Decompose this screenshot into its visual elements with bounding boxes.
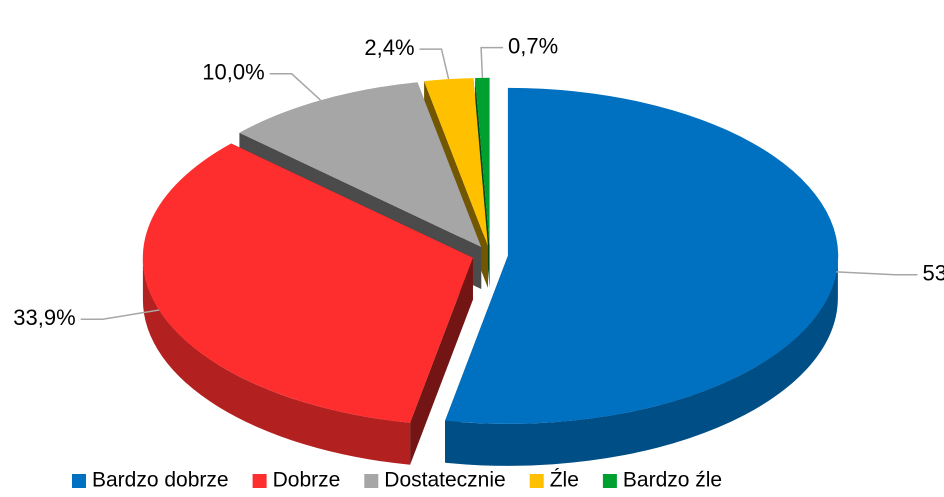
legend-label: Bardzo dobrze <box>92 469 229 492</box>
slice-side <box>142 257 411 465</box>
legend-swatch <box>364 474 379 488</box>
leader-line <box>419 48 450 80</box>
data-label: 33,9% <box>13 305 75 330</box>
data-label: 10,0% <box>202 60 264 85</box>
leader-line <box>269 73 322 101</box>
slice <box>142 143 473 423</box>
legend-label: Źle <box>550 469 579 492</box>
legend-label: Dostatecznie <box>384 469 505 492</box>
legend-label: Dobrze <box>273 469 341 492</box>
leader-line <box>836 271 918 276</box>
legend-swatch <box>529 474 544 488</box>
legend-swatch <box>252 474 267 488</box>
slice-side <box>445 255 838 466</box>
legend-swatch <box>602 474 617 488</box>
legend-swatch <box>72 474 86 488</box>
legend: Bardzo dobrze Dobrze Dostatecznie Źle Bardzo… <box>72 469 722 492</box>
slice <box>424 78 488 246</box>
leader-line <box>80 309 160 321</box>
pie-tops <box>142 77 839 424</box>
data-label: 0,7% <box>508 33 558 58</box>
slice <box>445 87 839 424</box>
leader-line <box>480 46 504 78</box>
slice <box>239 82 482 247</box>
data-label: 2,4% <box>364 35 414 60</box>
data-label: 53,1% <box>923 261 944 286</box>
slice-wall <box>410 257 473 465</box>
legend-label: Bardzo źle <box>623 469 722 492</box>
slice <box>475 77 490 246</box>
